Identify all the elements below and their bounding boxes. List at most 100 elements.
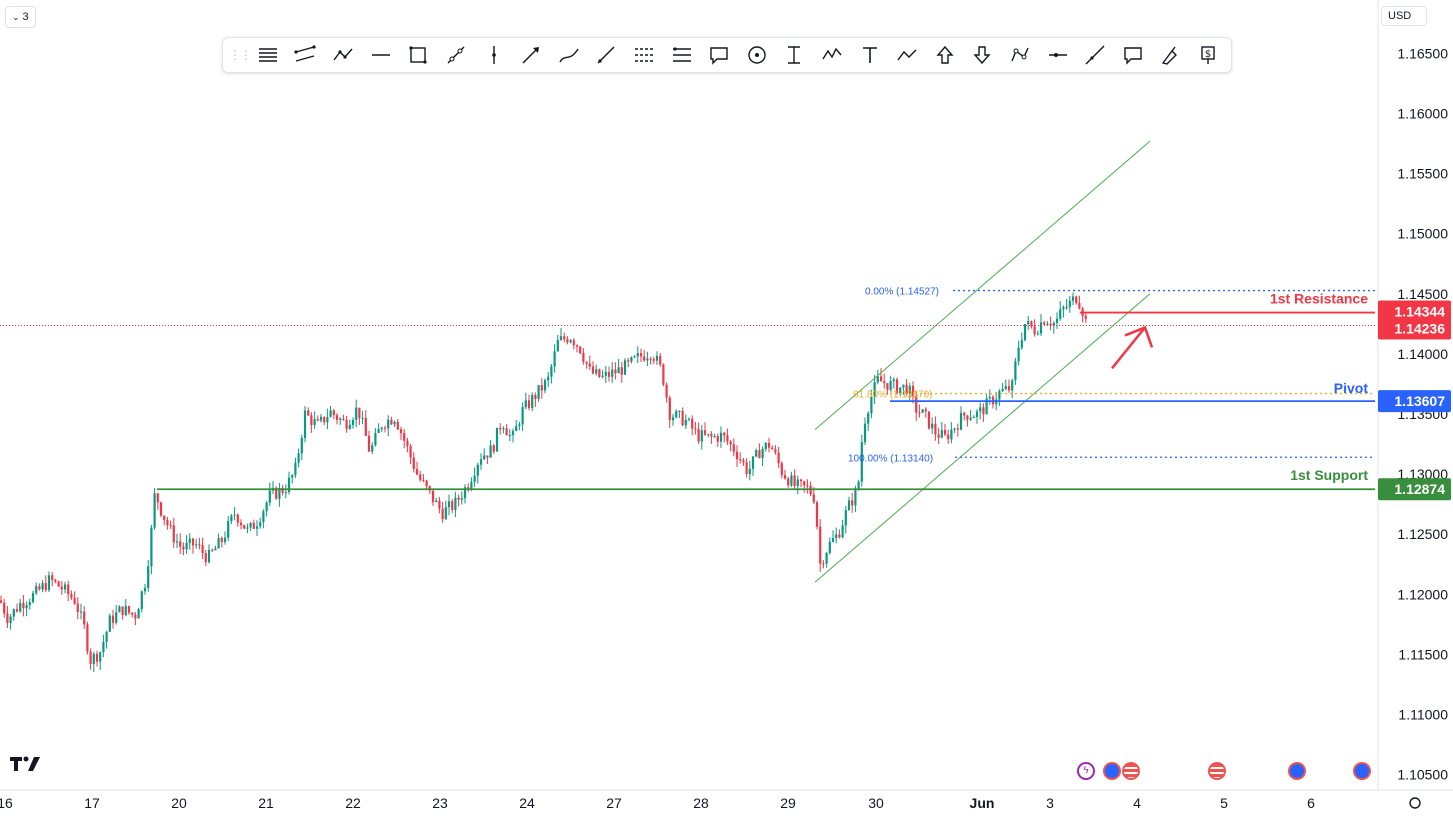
horizontal-line-icon[interactable]: [366, 40, 396, 70]
candle-body: [86, 624, 89, 652]
candle-body: [454, 497, 457, 510]
candle-body: [134, 614, 137, 619]
abc-pattern-icon[interactable]: [892, 40, 922, 70]
candle-body: [265, 502, 268, 512]
extended-line-icon[interactable]: [1080, 40, 1110, 70]
candle-body: [28, 602, 31, 606]
candle-body: [598, 369, 601, 377]
candle-body: [886, 383, 889, 390]
eu-event-icon[interactable]: [1288, 762, 1306, 780]
candle-body: [294, 462, 297, 476]
trend-path-icon[interactable]: [328, 40, 358, 70]
candle-body: [643, 356, 646, 361]
us-event-icon[interactable]: [1208, 762, 1226, 780]
settings-gear-icon[interactable]: [1409, 797, 1421, 809]
eu-event-icon[interactable]: [1103, 762, 1121, 780]
candle-body: [979, 407, 982, 412]
elliott-wave-icon[interactable]: [817, 40, 847, 70]
candle-body: [406, 440, 409, 447]
candle-body: [223, 537, 227, 543]
fib-extension-icon[interactable]: [667, 40, 697, 70]
fib-retracement-icon[interactable]: [629, 40, 659, 70]
candle-body: [73, 597, 76, 604]
rectangle-icon[interactable]: [403, 40, 433, 70]
candle-body: [550, 366, 553, 377]
highlighter-icon[interactable]: [1156, 40, 1186, 70]
candle-body: [694, 428, 697, 430]
candle-body: [540, 385, 543, 391]
candle-body: [803, 481, 806, 486]
candle-body: [1027, 321, 1030, 325]
vertical-line-icon[interactable]: [479, 40, 509, 70]
price-label-icon[interactable]: $: [1193, 40, 1223, 70]
candle-body: [969, 417, 972, 420]
candle-body: [255, 526, 259, 529]
candle-body: [95, 653, 99, 662]
candle-body: [729, 441, 732, 445]
trend-line-icon[interactable]: [441, 40, 471, 70]
candle-body: [815, 502, 819, 527]
candle-body: [457, 497, 460, 500]
arrow-line-icon[interactable]: [516, 40, 546, 70]
candle-body: [614, 369, 617, 374]
candle-body: [1011, 380, 1014, 391]
parallel-channel-icon[interactable]: [291, 40, 321, 70]
lightning-event-icon[interactable]: ϟ: [1077, 762, 1095, 780]
candle-body: [870, 396, 873, 414]
candle-body: [972, 416, 975, 418]
candle-body: [607, 372, 611, 377]
tradingview-logo-icon[interactable]: [10, 754, 42, 779]
us-event-icon[interactable]: [1122, 762, 1140, 780]
candle-body: [329, 410, 332, 417]
candle-body: [236, 514, 239, 523]
text-icon[interactable]: [855, 40, 885, 70]
callout-icon[interactable]: [704, 40, 734, 70]
candle-body: [595, 369, 598, 374]
candle-body: [1052, 322, 1055, 326]
candle-body: [31, 593, 35, 603]
candle-body: [755, 450, 758, 457]
candle-body: [950, 429, 953, 440]
candle-body: [211, 549, 214, 551]
interval-button[interactable]: ⌄ 3: [5, 6, 36, 28]
arrow-up-icon[interactable]: [930, 40, 960, 70]
eu-event-icon[interactable]: [1353, 762, 1371, 780]
candle-body: [473, 475, 476, 482]
circle-icon[interactable]: [742, 40, 772, 70]
price-badge: [1378, 390, 1451, 413]
comment-icon[interactable]: [1118, 40, 1148, 70]
candle-body: [646, 358, 649, 361]
currency-button[interactable]: USD: [1381, 6, 1427, 26]
price-range-icon[interactable]: [780, 40, 810, 70]
candle-body: [188, 538, 191, 543]
candle-body: [947, 434, 950, 440]
candle-body: [444, 507, 447, 520]
pattern-icon[interactable]: [1005, 40, 1035, 70]
candle-body: [495, 427, 499, 452]
candle-body: [934, 423, 937, 435]
candle-body: [380, 427, 383, 430]
candle-body: [783, 475, 787, 479]
candle-body: [732, 444, 735, 452]
candle-body: [502, 428, 505, 430]
drag-handle-icon[interactable]: ⋮⋮: [229, 48, 252, 62]
horizontal-lines-icon[interactable]: [253, 40, 283, 70]
candle-body: [966, 415, 969, 420]
horizontal-ray-icon[interactable]: [1043, 40, 1073, 70]
candle-body: [790, 475, 793, 486]
candle-body: [662, 364, 665, 385]
candle-body: [1007, 386, 1011, 391]
candle-body: [630, 357, 633, 362]
candle-body: [764, 442, 767, 449]
candle-body: [655, 355, 659, 361]
candle-body: [665, 384, 668, 398]
ray-icon[interactable]: [591, 40, 621, 70]
candle-body: [422, 479, 425, 481]
candle-body: [44, 583, 47, 590]
price-badge-label: 1.14344: [1394, 304, 1445, 320]
candle-body: [1065, 306, 1068, 308]
arrow-down-icon[interactable]: [968, 40, 998, 70]
brush-icon[interactable]: [554, 40, 584, 70]
candle-body: [185, 542, 188, 550]
